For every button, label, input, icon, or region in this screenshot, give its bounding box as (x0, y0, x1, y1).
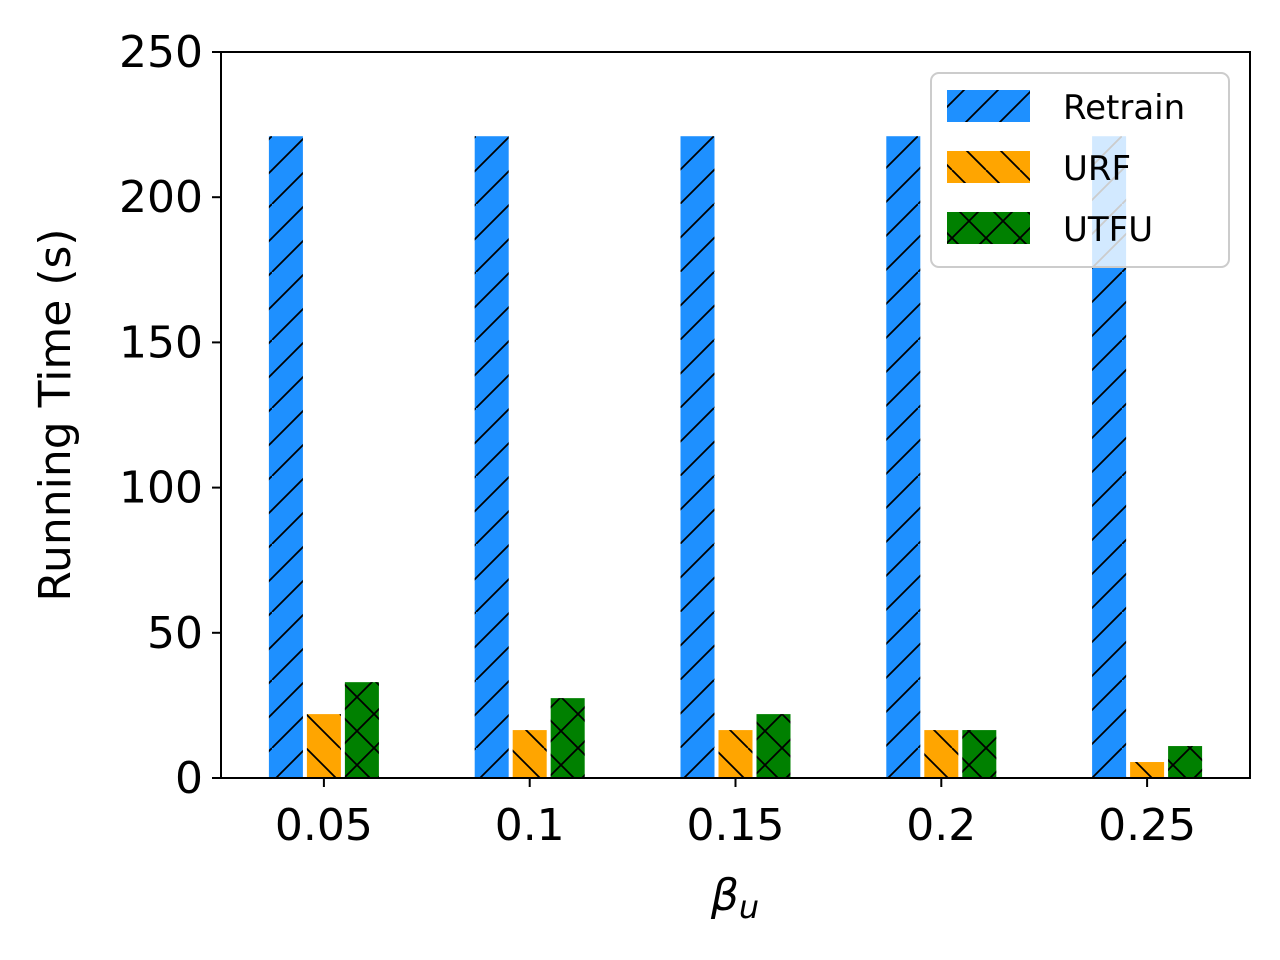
bar-retrain-0.05 (268, 136, 303, 778)
bar-hatch (344, 682, 379, 778)
y-tick-label: 50 (147, 608, 203, 659)
bar-retrain-0.15 (680, 136, 715, 778)
bar-hatch (886, 136, 921, 778)
bar-utfu-0.15 (756, 714, 791, 778)
bar-utfu-0.05 (344, 682, 379, 778)
y-axis-label: Running Time (s) (30, 228, 81, 601)
bar-hatch (924, 730, 959, 778)
y-tick-label: 100 (119, 463, 203, 514)
x-tick-label: 0.25 (1098, 800, 1196, 851)
bar-hatch (962, 730, 997, 778)
bar-urf-0.15 (718, 730, 753, 778)
legend-label: URF (1063, 149, 1131, 189)
y-tick-label: 150 (119, 317, 203, 368)
bar-hatch (1130, 762, 1165, 778)
bar-urf-0.1 (512, 730, 547, 778)
bar-hatch (550, 698, 585, 778)
legend-label: Retrain (1063, 88, 1185, 128)
x-axis-ticks: 0.05 0.1 0.15 0.2 0.25 (275, 778, 1196, 851)
legend-swatch-hatch (947, 90, 1030, 122)
bar-hatch (512, 730, 547, 778)
legend-swatch-hatch (947, 212, 1030, 244)
bar-retrain-0.1 (474, 136, 509, 778)
bar-retrain-0.2 (886, 136, 921, 778)
bar-hatch (1168, 746, 1203, 778)
bar-hatch (756, 714, 791, 778)
bars-group (268, 136, 1203, 778)
legend-item-retrain: Retrain (947, 88, 1185, 128)
x-tick-label: 0.2 (906, 800, 976, 851)
bar-hatch (680, 136, 715, 778)
bar-utfu-0.25 (1168, 746, 1203, 778)
legend-label: UTFU (1063, 210, 1153, 250)
bar-hatch (306, 714, 341, 778)
legend-item-utfu: UTFU (947, 210, 1153, 250)
bar-hatch (268, 136, 303, 778)
y-tick-label: 200 (119, 172, 203, 223)
x-tick-label: 0.05 (275, 800, 373, 851)
legend-items: Retrain URF UTFU (947, 88, 1185, 250)
bar-urf-0.2 (924, 730, 959, 778)
x-axis-label-subscript: u (739, 888, 759, 926)
bar-utfu-0.2 (962, 730, 997, 778)
bar-hatch (718, 730, 753, 778)
legend-swatch-hatch (947, 151, 1030, 183)
y-tick-label: 250 (119, 27, 203, 78)
x-tick-label: 0.1 (495, 800, 565, 851)
bar-urf-0.05 (306, 714, 341, 778)
bar-utfu-0.1 (550, 698, 585, 778)
x-axis-label: βu (710, 870, 759, 926)
y-tick-label: 0 (175, 753, 203, 804)
legend-item-urf: URF (947, 149, 1131, 189)
x-axis-label-symbol: β (710, 870, 739, 921)
bar-hatch (474, 136, 509, 778)
x-tick-label: 0.15 (687, 800, 785, 851)
y-axis-ticks: 0 50 100 150 200 250 (119, 27, 221, 804)
legend: Retrain URF UTFU (930, 72, 1230, 268)
bar-urf-0.25 (1130, 762, 1165, 778)
